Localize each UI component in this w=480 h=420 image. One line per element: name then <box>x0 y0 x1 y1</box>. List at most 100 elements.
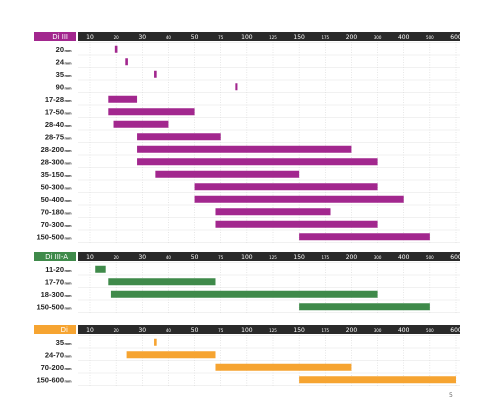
tick-label: 20 <box>114 328 120 333</box>
tick-label: 30 <box>138 254 146 261</box>
tick-label: 400 <box>398 34 410 41</box>
row-label: 35 <box>56 338 64 347</box>
range-bar <box>113 120 169 128</box>
row-unit: mm <box>65 173 73 178</box>
row-unit: mm <box>65 354 73 359</box>
row-unit: mm <box>65 306 73 311</box>
row-unit: mm <box>65 379 73 384</box>
range-bar <box>137 133 221 141</box>
row-unit: mm <box>65 366 73 371</box>
range-bar <box>194 183 378 191</box>
range-bar <box>299 303 430 311</box>
row-label: 70-180 <box>41 208 64 217</box>
tick-label: 400 <box>398 254 410 261</box>
range-bar <box>215 220 378 228</box>
section-header-bar <box>78 252 460 261</box>
range-bar <box>299 233 430 241</box>
row-unit: mm <box>65 198 73 203</box>
row-label: 90 <box>56 83 64 92</box>
range-bar <box>155 170 300 178</box>
row-label: 28-40 <box>45 120 64 129</box>
row-label: 24 <box>56 58 65 67</box>
row-label: 150-500 <box>36 233 64 242</box>
section-header-bar <box>78 325 460 334</box>
section-title: Di III-A <box>45 253 68 261</box>
range-bar <box>108 95 138 103</box>
row-unit: mm <box>65 86 73 91</box>
tick-label: 10 <box>86 327 94 334</box>
tick-label: 75 <box>218 328 224 333</box>
tick-label: 300 <box>374 255 382 260</box>
tick-label: 20 <box>114 35 120 40</box>
row-label: 50-300 <box>41 183 64 192</box>
tick-label: 150 <box>293 34 305 41</box>
tick-label: 125 <box>269 255 277 260</box>
row-unit: mm <box>65 223 73 228</box>
row-label: 28-200 <box>41 145 64 154</box>
row-unit: mm <box>65 136 73 141</box>
row-label: 35-150 <box>41 170 64 179</box>
tick-label: 100 <box>241 34 253 41</box>
tick-label: 125 <box>269 328 277 333</box>
section-color-tab <box>34 32 76 41</box>
row-label: 70-300 <box>41 220 64 229</box>
tick-label: 600 <box>450 34 462 41</box>
section-header-bar <box>78 32 460 41</box>
range-bar <box>137 145 352 153</box>
row-unit: mm <box>65 61 73 66</box>
range-bar <box>215 363 352 371</box>
range-bar <box>137 158 378 166</box>
range-bar <box>194 195 404 203</box>
row-label: 18-300 <box>41 290 64 299</box>
row-unit: mm <box>65 293 73 298</box>
tick-label: 50 <box>191 327 199 334</box>
tick-label: 40 <box>166 35 172 40</box>
row-unit: mm <box>65 211 73 216</box>
tick-label: 30 <box>138 327 146 334</box>
row-unit: mm <box>65 111 73 116</box>
tick-label: 20 <box>114 255 120 260</box>
tick-label: 75 <box>218 255 224 260</box>
row-unit: mm <box>65 186 73 191</box>
tick-label: 300 <box>374 328 382 333</box>
tick-label: 200 <box>346 34 358 41</box>
row-label: 150-500 <box>36 303 64 312</box>
row-unit: mm <box>65 236 73 241</box>
tick-label: 150 <box>293 327 305 334</box>
tick-label: 175 <box>321 255 329 260</box>
section-color-tab <box>34 325 76 334</box>
row-label: 20 <box>56 45 64 54</box>
tick-label: 200 <box>346 254 358 261</box>
tick-label: 125 <box>269 35 277 40</box>
tick-label: 600 <box>450 254 462 261</box>
range-bar <box>126 351 216 359</box>
range-bar <box>299 376 456 384</box>
range-bar <box>125 58 128 66</box>
section-title: Di III <box>52 33 68 41</box>
row-label: 50-400 <box>41 195 64 204</box>
row-unit: mm <box>65 123 73 128</box>
range-bar <box>235 83 238 91</box>
range-bar <box>154 338 157 346</box>
row-unit: mm <box>65 98 73 103</box>
tick-label: 175 <box>321 35 329 40</box>
tick-label: 30 <box>138 34 146 41</box>
row-unit: mm <box>65 341 73 346</box>
range-bar <box>215 208 331 216</box>
row-unit: mm <box>65 268 73 273</box>
range-bar <box>108 278 216 286</box>
tick-label: 75 <box>218 35 224 40</box>
tick-label: 10 <box>86 34 94 41</box>
row-unit: mm <box>65 148 73 153</box>
tick-label: 300 <box>374 35 382 40</box>
tick-label: 10 <box>86 254 94 261</box>
tick-label: 100 <box>241 254 253 261</box>
row-label: 17-28 <box>45 95 64 104</box>
tick-label: 400 <box>398 327 410 334</box>
tick-label: 150 <box>293 254 305 261</box>
range-bar <box>108 108 195 116</box>
tick-label: 175 <box>321 328 329 333</box>
tick-label: 50 <box>191 254 199 261</box>
page-number: 5 <box>449 392 453 399</box>
